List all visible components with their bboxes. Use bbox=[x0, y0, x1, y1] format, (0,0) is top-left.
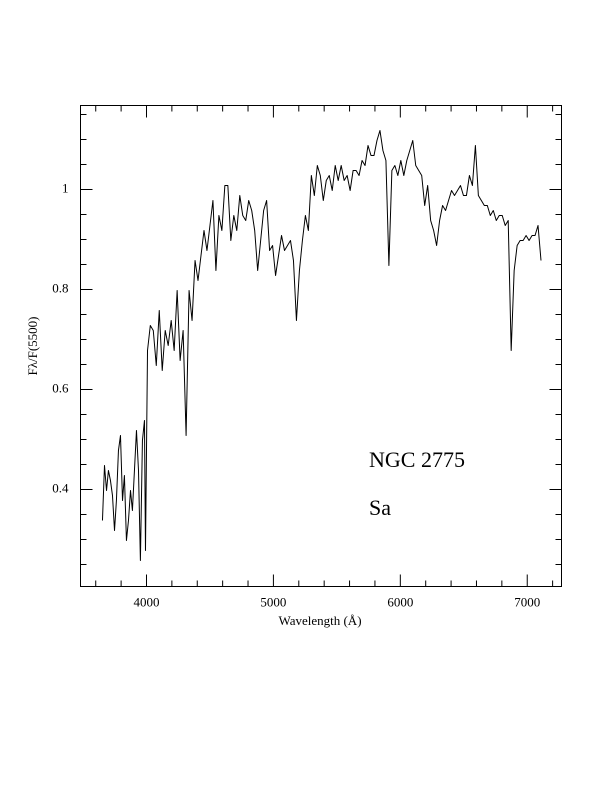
annotation: NGC 2775 bbox=[369, 447, 465, 472]
spectrum-line bbox=[101, 130, 542, 561]
y-tick-label: 0.8 bbox=[52, 280, 68, 295]
x-axis-label: Wavelength (Å) bbox=[278, 613, 361, 628]
y-tick-label: 0.6 bbox=[52, 380, 69, 395]
y-tick-label: 0.4 bbox=[52, 480, 69, 495]
y-tick-label: 1 bbox=[62, 180, 69, 195]
y-axis-label: Fλ/F(5500) bbox=[25, 316, 40, 375]
x-tick-label: 6000 bbox=[387, 594, 413, 609]
x-tick-label: 4000 bbox=[133, 594, 159, 609]
x-tick-label: 5000 bbox=[260, 594, 286, 609]
annotation: Sa bbox=[369, 495, 391, 520]
plot-frame bbox=[80, 105, 562, 587]
x-tick-label: 7000 bbox=[514, 594, 540, 609]
